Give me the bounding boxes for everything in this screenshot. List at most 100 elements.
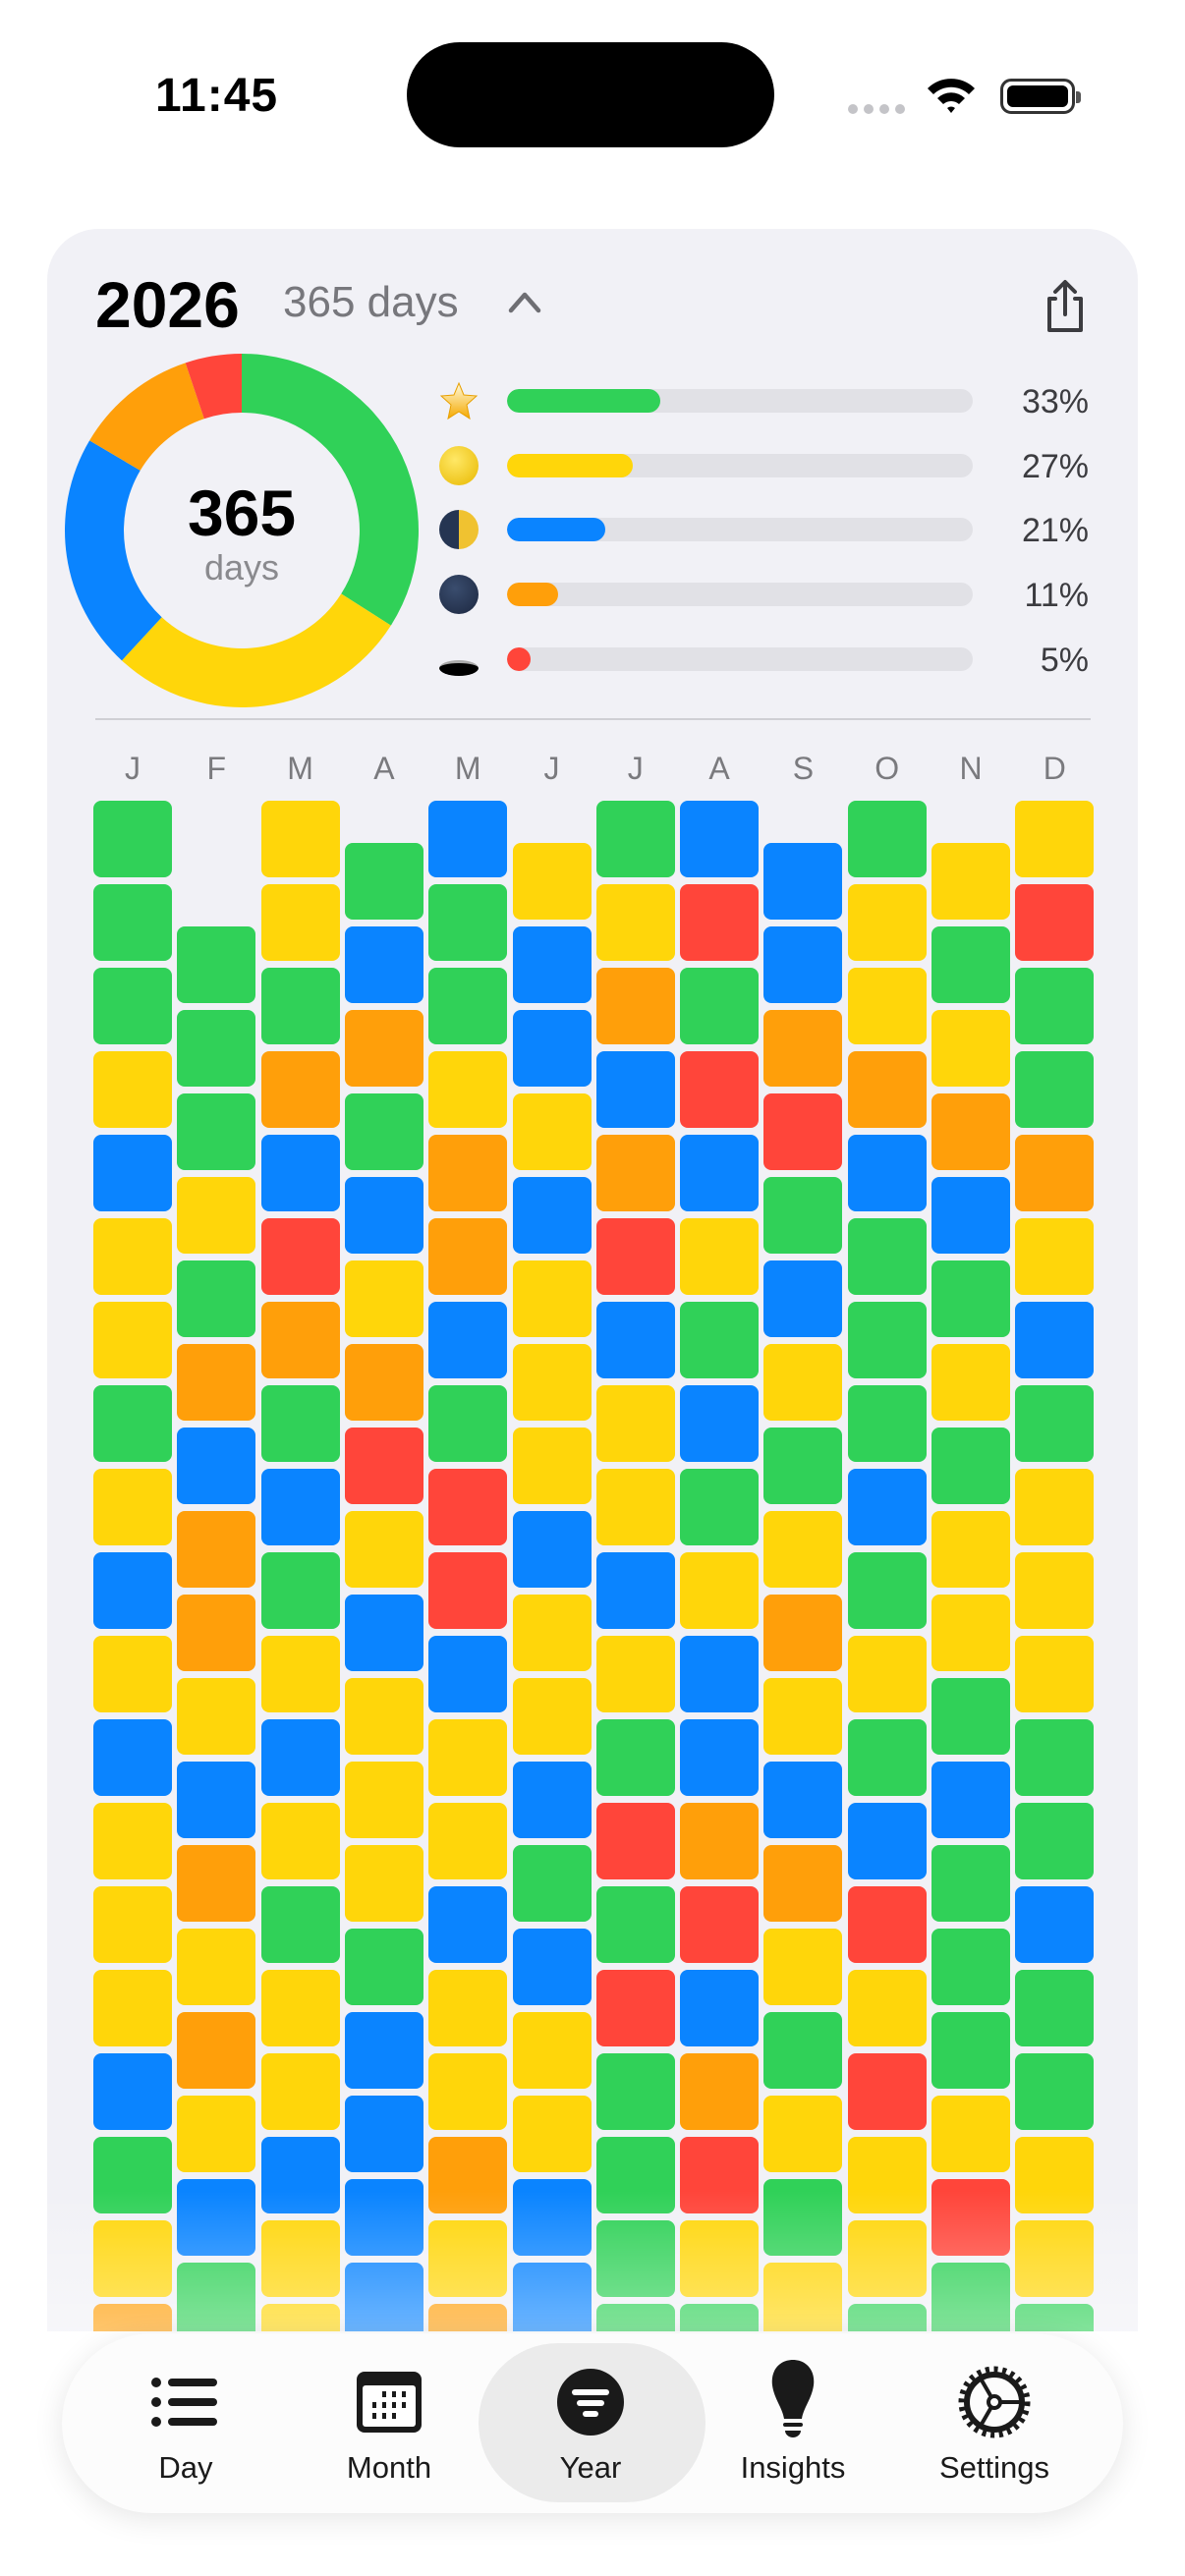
day-cell[interactable]: [931, 842, 1010, 920]
day-cell[interactable]: [595, 1135, 675, 1211]
day-cell[interactable]: [1015, 884, 1095, 961]
day-cell[interactable]: [763, 2095, 843, 2172]
day-cell[interactable]: [428, 1051, 508, 1128]
day-cell[interactable]: [931, 1092, 1010, 1170]
day-cell[interactable]: [344, 1009, 423, 1087]
day-cell[interactable]: [177, 1343, 256, 1421]
day-cell[interactable]: [177, 1260, 256, 1337]
day-cell[interactable]: [847, 884, 927, 961]
day-cell[interactable]: [260, 2304, 340, 2331]
day-cell[interactable]: [763, 925, 843, 1003]
day-cell[interactable]: [680, 1385, 760, 1462]
day-cell[interactable]: [344, 1928, 423, 2005]
day-cell[interactable]: [428, 1719, 508, 1796]
day-cell[interactable]: [428, 1886, 508, 1963]
day-cell[interactable]: [931, 1260, 1010, 1337]
day-cell[interactable]: [344, 925, 423, 1003]
day-cell[interactable]: [680, 2137, 760, 2213]
day-cell[interactable]: [512, 2095, 592, 2172]
day-cell[interactable]: [93, 1803, 172, 1879]
day-cell[interactable]: [595, 968, 675, 1044]
day-cell[interactable]: [344, 1844, 423, 1922]
tab-settings[interactable]: Settings: [896, 2366, 1093, 2486]
day-cell[interactable]: [1015, 1886, 1095, 1963]
day-cell[interactable]: [1015, 801, 1095, 877]
day-cell[interactable]: [680, 2220, 760, 2297]
day-cell[interactable]: [680, 968, 760, 1044]
day-cell[interactable]: [428, 2053, 508, 2130]
day-cell[interactable]: [680, 2304, 760, 2331]
day-cell[interactable]: [260, 801, 340, 877]
day-cell[interactable]: [1015, 1970, 1095, 2046]
day-cell[interactable]: [177, 925, 256, 1003]
day-cell[interactable]: [344, 1594, 423, 1671]
day-cell[interactable]: [595, 1302, 675, 1378]
day-cell[interactable]: [595, 1051, 675, 1128]
day-cell[interactable]: [1015, 2304, 1095, 2331]
day-cell[interactable]: [680, 1636, 760, 1712]
day-cell[interactable]: [260, 1469, 340, 1545]
day-cell[interactable]: [428, 2304, 508, 2331]
day-cell[interactable]: [428, 1135, 508, 1211]
day-cell[interactable]: [680, 1552, 760, 1629]
day-cell[interactable]: [512, 1928, 592, 2005]
day-cell[interactable]: [177, 1092, 256, 1170]
day-cell[interactable]: [512, 1009, 592, 1087]
day-cell[interactable]: [1015, 1051, 1095, 1128]
day-cell[interactable]: [344, 1260, 423, 1337]
day-cell[interactable]: [428, 2220, 508, 2297]
day-cell[interactable]: [931, 1009, 1010, 1087]
day-cell[interactable]: [428, 1218, 508, 1295]
day-cell[interactable]: [763, 1176, 843, 1254]
day-cell[interactable]: [260, 1970, 340, 2046]
day-cell[interactable]: [931, 1677, 1010, 1755]
day-cell[interactable]: [93, 1051, 172, 1128]
day-cell[interactable]: [428, 801, 508, 877]
day-cell[interactable]: [931, 1761, 1010, 1838]
day-cell[interactable]: [93, 2220, 172, 2297]
day-cell[interactable]: [260, 1552, 340, 1629]
day-cell[interactable]: [680, 1970, 760, 2046]
day-cell[interactable]: [344, 1176, 423, 1254]
day-cell[interactable]: [595, 1803, 675, 1879]
day-cell[interactable]: [344, 2095, 423, 2172]
day-cell[interactable]: [763, 2011, 843, 2089]
day-cell[interactable]: [763, 1510, 843, 1588]
day-cell[interactable]: [1015, 1302, 1095, 1378]
day-cell[interactable]: [1015, 1552, 1095, 1629]
day-cell[interactable]: [680, 1135, 760, 1211]
day-cell[interactable]: [93, 1552, 172, 1629]
day-cell[interactable]: [177, 2011, 256, 2089]
tab-month[interactable]: Month: [291, 2368, 487, 2486]
day-cell[interactable]: [1015, 1218, 1095, 1295]
day-cell[interactable]: [595, 2304, 675, 2331]
day-cell[interactable]: [595, 2220, 675, 2297]
day-cell[interactable]: [680, 1302, 760, 1378]
day-cell[interactable]: [680, 1469, 760, 1545]
day-cell[interactable]: [931, 2095, 1010, 2172]
day-cell[interactable]: [260, 1135, 340, 1211]
day-cell[interactable]: [344, 1427, 423, 1504]
day-cell[interactable]: [260, 884, 340, 961]
day-cell[interactable]: [931, 1343, 1010, 1421]
day-cell[interactable]: [680, 2053, 760, 2130]
day-cell[interactable]: [512, 2011, 592, 2089]
day-cell[interactable]: [428, 2137, 508, 2213]
day-cell[interactable]: [93, 2304, 172, 2331]
day-cell[interactable]: [847, 1552, 927, 1629]
day-cell[interactable]: [260, 1385, 340, 1462]
day-cell[interactable]: [1015, 1135, 1095, 1211]
day-cell[interactable]: [177, 2095, 256, 2172]
day-cell[interactable]: [260, 1302, 340, 1378]
day-cell[interactable]: [847, 968, 927, 1044]
day-cell[interactable]: [931, 2011, 1010, 2089]
day-cell[interactable]: [1015, 1469, 1095, 1545]
day-cell[interactable]: [847, 801, 927, 877]
day-cell[interactable]: [260, 2137, 340, 2213]
day-cell[interactable]: [847, 1469, 927, 1545]
day-cell[interactable]: [847, 1051, 927, 1128]
day-cell[interactable]: [93, 1218, 172, 1295]
day-cell[interactable]: [93, 1636, 172, 1712]
day-cell[interactable]: [763, 1928, 843, 2005]
day-cell[interactable]: [177, 2262, 256, 2331]
